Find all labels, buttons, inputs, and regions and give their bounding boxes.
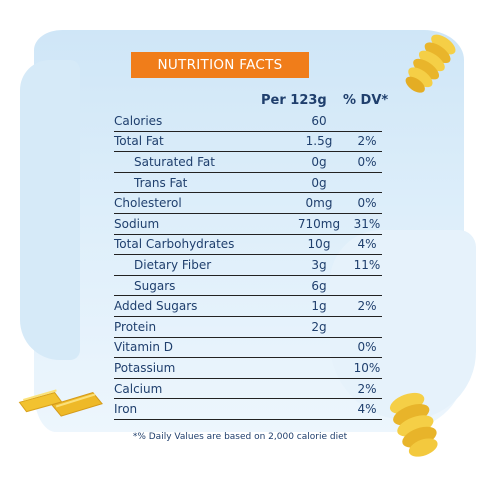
- nutrient-name: Sodium: [114, 213, 286, 235]
- nutrient-name: Calcium: [114, 378, 286, 400]
- nutrient-name: Saturated Fat: [114, 151, 286, 173]
- nutrient-name: Added Sugars: [114, 295, 286, 317]
- nutrient-daily-value: 31%: [352, 213, 382, 235]
- per-123g-header: Per 123g: [261, 93, 327, 108]
- nutrient-amount: 0mg: [286, 192, 352, 214]
- nutrient-amount: [286, 378, 352, 400]
- nutrient-amount: 6g: [286, 275, 352, 297]
- nutrient-name: Trans Fat: [114, 172, 286, 194]
- nutrient-amount: 1.5g: [286, 131, 352, 153]
- nutrient-amount: 3g: [286, 254, 352, 276]
- table-row: Total Fat 1.5g 2%: [114, 131, 382, 153]
- nutrient-daily-value: 4%: [352, 398, 382, 420]
- nutrient-name: Dietary Fiber: [114, 254, 286, 276]
- nutrient-amount: 0g: [286, 172, 352, 194]
- nutrient-daily-value: 2%: [352, 295, 382, 317]
- nutrient-daily-value: 0%: [352, 192, 382, 214]
- nutrient-daily-value: 4%: [352, 234, 382, 256]
- nutrient-daily-value: 2%: [352, 131, 382, 153]
- fusilli-pasta-icon: [405, 34, 456, 93]
- nutrient-name: Total Fat: [114, 131, 286, 153]
- nutrition-table: Calories 60 Total Fat 1.5g 2% Saturated …: [114, 111, 382, 420]
- daily-value-footnote: *% Daily Values are based on 2,000 calor…: [132, 432, 348, 442]
- nutrient-amount: [286, 357, 352, 379]
- fusilli-pasta-bottom-icon: [389, 392, 438, 457]
- nutrient-daily-value: [352, 275, 382, 297]
- table-row: Dietary Fiber 3g 11%: [114, 254, 382, 276]
- nutrient-name: Potassium: [114, 357, 286, 379]
- table-row: Vitamin D 0%: [114, 337, 382, 359]
- table-row: Cholesterol 0mg 0%: [114, 192, 382, 214]
- nutrient-daily-value: [352, 111, 382, 132]
- nutrient-amount: 2g: [286, 316, 352, 338]
- table-row: Added Sugars 1g 2%: [114, 295, 382, 317]
- nutrition-facts-title: NUTRITION FACTS: [131, 52, 309, 78]
- daily-value-header: % DV*: [343, 93, 389, 108]
- table-row: Iron 4%: [114, 398, 382, 420]
- nutrient-name: Vitamin D: [114, 337, 286, 359]
- nutrient-daily-value: 10%: [352, 357, 382, 379]
- nutrient-name: Sugars: [114, 275, 286, 297]
- background-cloud-left: [20, 60, 80, 360]
- table-row: Calcium 2%: [114, 378, 382, 400]
- nutrient-daily-value: 11%: [352, 254, 382, 276]
- nutrient-amount: 10g: [286, 234, 352, 256]
- nutrient-amount: [286, 398, 352, 420]
- nutrient-amount: 710mg: [286, 213, 352, 235]
- nutrient-daily-value: [352, 172, 382, 194]
- nutrient-name: Calories: [114, 111, 286, 132]
- nutrient-amount: 1g: [286, 295, 352, 317]
- nutrient-amount: [286, 337, 352, 359]
- nutrient-daily-value: 0%: [352, 151, 382, 173]
- nutrient-daily-value: [352, 316, 382, 338]
- table-row: Sugars 6g: [114, 275, 382, 297]
- nutrient-amount: 0g: [286, 151, 352, 173]
- table-row: Potassium 10%: [114, 357, 382, 379]
- nutrient-amount: 60: [286, 111, 352, 132]
- penne-pasta-icon: [18, 389, 103, 417]
- table-row: Saturated Fat 0g 0%: [114, 151, 382, 173]
- nutrient-name: Protein: [114, 316, 286, 338]
- table-row: Sodium 710mg 31%: [114, 213, 382, 235]
- nutrient-name: Cholesterol: [114, 192, 286, 214]
- table-row: Trans Fat 0g: [114, 172, 382, 194]
- nutrient-daily-value: 2%: [352, 378, 382, 400]
- table-row: Protein 2g: [114, 316, 382, 338]
- nutrient-daily-value: 0%: [352, 337, 382, 359]
- nutrient-name: Total Carbohydrates: [114, 234, 286, 256]
- nutrient-name: Iron: [114, 398, 286, 420]
- table-row: Total Carbohydrates 10g 4%: [114, 234, 382, 256]
- table-row: Calories 60: [114, 111, 382, 132]
